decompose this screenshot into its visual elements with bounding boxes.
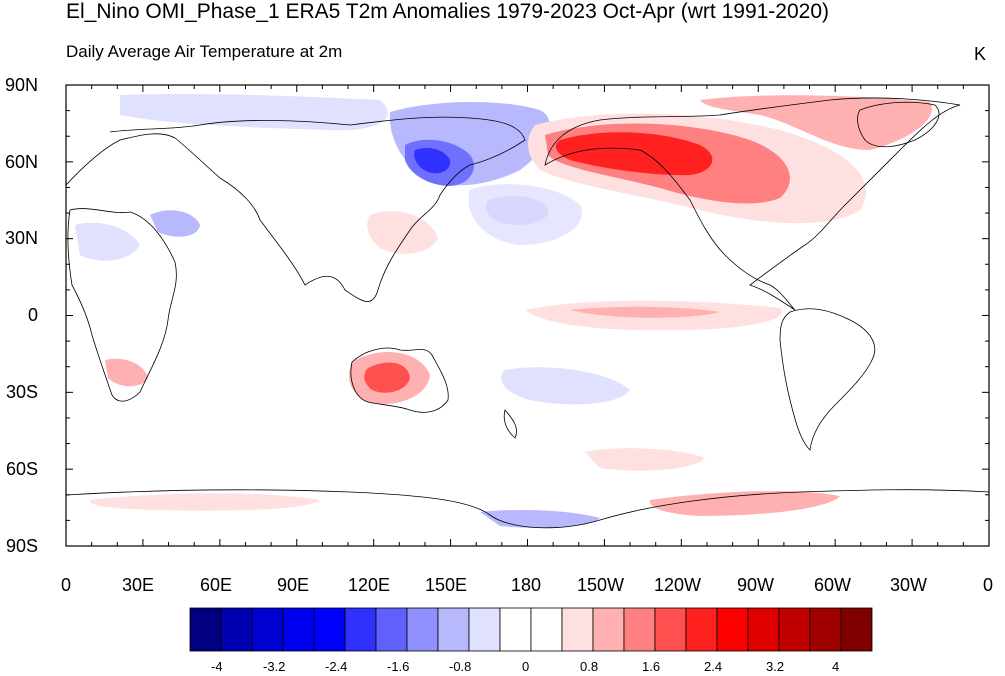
cb-tick-label: 0.8: [580, 659, 599, 674]
tick-marks: [65, 84, 990, 547]
lat-label-30n: 30N: [4, 228, 38, 248]
colorbar-box: [530, 607, 563, 652]
anomaly-blue-middle-east: [150, 210, 200, 237]
anomaly-red-eq-pacific-core: [570, 306, 720, 318]
anomaly-red-alaska-canada-core: [555, 132, 713, 176]
colorbar-box: [685, 607, 718, 652]
coast-asia: [109, 116, 526, 302]
colorbar-box: [437, 607, 470, 652]
coast-africa: [67, 208, 177, 402]
lon-label-150e: 150E: [425, 575, 468, 595]
coast-greenland: [857, 101, 940, 148]
coast-europe: [66, 133, 261, 221]
lon-label-180: 180: [511, 575, 542, 595]
cb-tick-label: 0: [522, 659, 530, 674]
anomaly-red-south-pacific: [585, 448, 705, 471]
lon-label-60w: 60W: [814, 575, 852, 595]
coast-australia: [350, 347, 449, 413]
plot-title: El_Nino OMI_Phase_1 ERA5 T2m Anomalies 1…: [66, 0, 830, 23]
colorbar-box: [251, 607, 284, 652]
anomaly-blue-arctic: [120, 93, 388, 131]
colorbar-box: [716, 607, 749, 652]
lat-label-60s: 60S: [5, 459, 38, 479]
colorbar-box: [344, 607, 377, 652]
colorbar-box: [189, 607, 222, 652]
colorbar-box: [809, 607, 842, 652]
cb-tick-label: 4: [832, 659, 840, 674]
cb-tick-label: 3.2: [766, 659, 785, 674]
anomaly-red-east-asia: [367, 211, 438, 254]
colorbar-box: [406, 607, 439, 652]
anomaly-blue-siberia-peak: [414, 148, 451, 174]
colorbar-box: [220, 607, 253, 652]
anomaly-red-antarctic: [649, 491, 840, 516]
coast-south-america: [779, 308, 876, 451]
lon-label-60e: 60E: [200, 575, 233, 595]
colorbar: [189, 607, 873, 652]
anomaly-red-greenland-arctic: [700, 95, 932, 150]
cb-tick-label: -2.4: [325, 659, 348, 674]
coastlines: [66, 97, 989, 529]
colorbar-box: [282, 607, 315, 652]
anomaly-blue-antarctic: [480, 510, 600, 528]
coast-north-america: [544, 97, 961, 311]
colorbar-box: [654, 607, 687, 652]
coast-new-zealand: [503, 409, 517, 439]
cb-tick-label: -1.6: [387, 659, 410, 674]
colorbar-box: [840, 607, 873, 652]
anomaly-red-south-africa: [105, 358, 148, 387]
units-label: K: [974, 44, 987, 64]
colorbar-box: [592, 607, 625, 652]
anomaly-red-australia-core: [364, 362, 410, 393]
lat-label-90s: 90S: [5, 536, 38, 556]
plot-subtitle: Daily Average Air Temperature at 2m: [66, 42, 343, 61]
cb-tick-label: -4: [211, 659, 223, 674]
coast-antarctica: [66, 489, 989, 529]
lon-label-150w: 150W: [577, 575, 625, 595]
cb-tick-label: 1.6: [642, 659, 661, 674]
lat-label-60n: 60N: [4, 152, 38, 172]
cb-tick-label: -0.8: [449, 659, 472, 674]
lat-label-90n: 90N: [4, 75, 38, 95]
lat-label-30s: 30S: [5, 382, 38, 402]
anomaly-field: [75, 93, 932, 528]
lon-label-30e: 30E: [122, 575, 155, 595]
colorbar-box: [561, 607, 594, 652]
colorbar-box: [747, 607, 780, 652]
lon-label-120e: 120E: [348, 575, 391, 595]
lat-label-eq: 0: [27, 305, 38, 325]
colorbar-box: [499, 607, 532, 652]
colorbar-box: [778, 607, 811, 652]
anomaly-red-south-atlantic-antarctic: [89, 493, 320, 511]
lon-label-120w: 120W: [654, 575, 702, 595]
lon-label-0-east: 0: [983, 575, 994, 595]
colorbar-box: [313, 607, 346, 652]
lon-label-30w: 30W: [890, 575, 928, 595]
lon-label-90w: 90W: [737, 575, 775, 595]
lon-label-90e: 90E: [277, 575, 310, 595]
lon-label-0: 0: [61, 575, 72, 595]
colorbar-box: [468, 607, 501, 652]
anomaly-blue-sw-pacific: [501, 367, 630, 405]
colorbar-box: [623, 607, 656, 652]
cb-tick-label: -3.2: [263, 659, 286, 674]
cb-tick-label: 2.4: [704, 659, 723, 674]
colorbar-box: [375, 607, 408, 652]
anomaly-blue-npacific-halo: [468, 184, 582, 245]
anomaly-blue-nw-africa: [75, 222, 140, 261]
